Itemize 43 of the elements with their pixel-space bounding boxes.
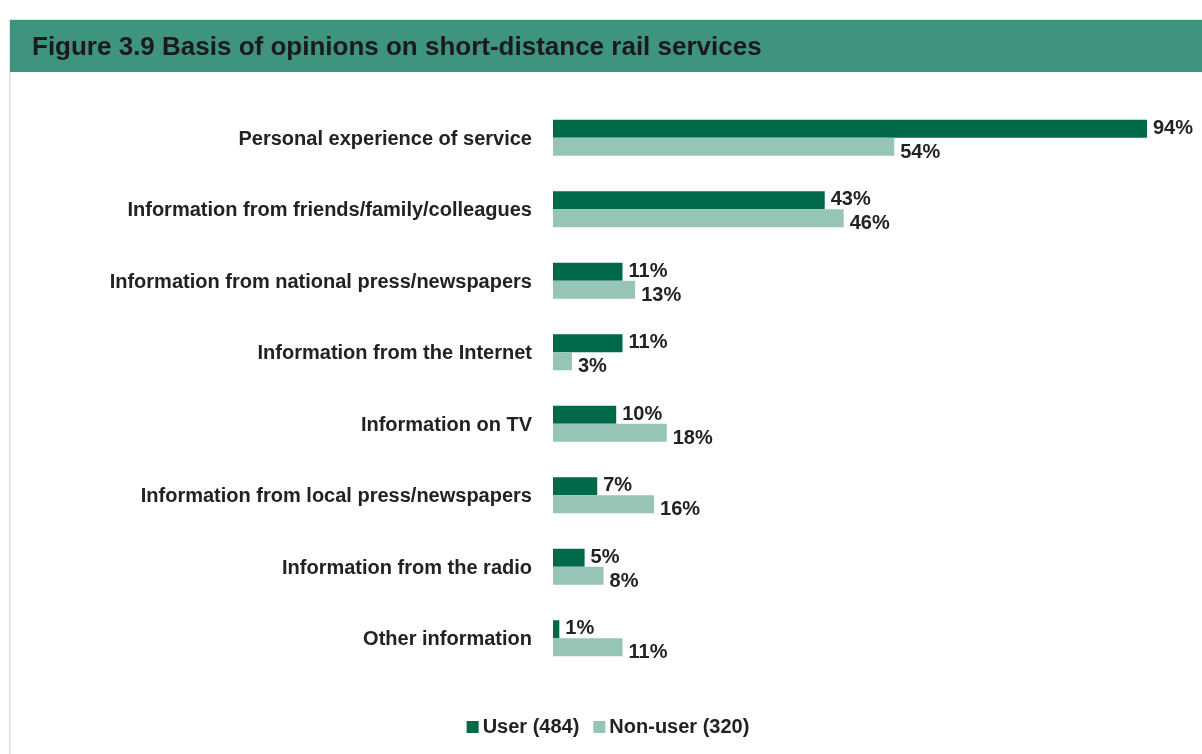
y-tick-label: Personal experience of service: [238, 126, 532, 149]
bar: [553, 137, 895, 156]
data-label: 46%: [849, 211, 890, 234]
data-label: 43%: [830, 187, 871, 210]
bar: [553, 334, 623, 353]
data-label: 54%: [900, 139, 941, 162]
data-label: 8%: [609, 568, 639, 591]
data-label: 94%: [1153, 115, 1194, 138]
data-label: 11%: [628, 330, 668, 353]
data-label: 5%: [590, 544, 620, 567]
bar: [553, 119, 1147, 138]
bar: [553, 405, 617, 424]
data-label: 18%: [672, 425, 713, 448]
bar: [553, 423, 667, 442]
bar: [553, 477, 598, 496]
y-tick-label: Other information: [363, 627, 532, 650]
legend-label: Non-user (320): [609, 715, 750, 737]
bar: [553, 495, 655, 514]
data-label: 3%: [577, 354, 608, 377]
y-tick-label: Information from the radio: [282, 555, 532, 578]
data-label: 11%: [628, 640, 668, 663]
bar: [553, 566, 604, 585]
y-tick-label: Information from local press/newspapers: [140, 484, 532, 507]
data-label: 10%: [622, 401, 663, 424]
bar: [553, 638, 623, 657]
y-tick-label: Information from the Internet: [257, 341, 533, 364]
data-label: 1%: [565, 616, 595, 639]
bar: [553, 280, 636, 299]
bar: [553, 620, 560, 639]
bar: [553, 262, 623, 281]
chart-title: Figure 3.9 Basis of opinions on short-distance rail services: [32, 31, 762, 61]
data-label: 13%: [641, 282, 682, 305]
data-label: 7%: [603, 473, 633, 496]
bar: [553, 209, 844, 228]
bar: [553, 352, 572, 371]
bar: [553, 191, 825, 210]
legend-label: User (484): [482, 715, 580, 737]
y-tick-label: Information on TV: [360, 412, 533, 435]
y-tick-label: Information from national press/newspapers: [109, 269, 532, 292]
bar: [553, 548, 585, 567]
y-tick-label: Information from friends/family/colleagues: [127, 198, 532, 221]
data-label: 16%: [660, 497, 701, 520]
data-label: 11%: [628, 258, 668, 281]
